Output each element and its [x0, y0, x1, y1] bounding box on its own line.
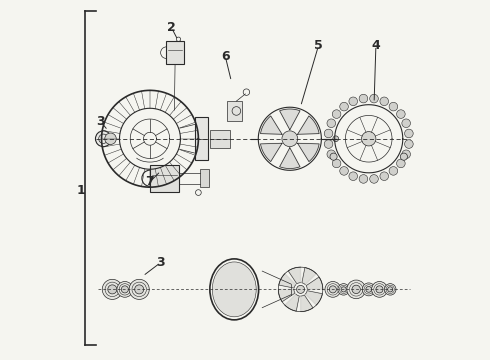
Circle shape [389, 167, 398, 175]
Bar [200, 169, 209, 187]
Polygon shape [297, 116, 319, 134]
Circle shape [282, 131, 298, 147]
Polygon shape [302, 267, 317, 285]
Circle shape [333, 136, 339, 141]
Text: 6: 6 [221, 50, 230, 63]
Circle shape [362, 132, 376, 146]
Circle shape [359, 175, 368, 183]
Circle shape [325, 282, 341, 297]
Circle shape [376, 286, 383, 293]
Polygon shape [305, 291, 322, 305]
Circle shape [135, 285, 144, 294]
Text: 2: 2 [167, 21, 176, 34]
Polygon shape [288, 267, 300, 284]
Polygon shape [297, 143, 319, 162]
Circle shape [332, 110, 341, 118]
Polygon shape [280, 148, 300, 168]
Text: 5: 5 [314, 39, 323, 52]
Circle shape [102, 279, 122, 300]
Bar [150, 165, 179, 192]
Text: 4: 4 [371, 39, 380, 52]
Polygon shape [300, 295, 313, 312]
Bar [167, 41, 184, 64]
Circle shape [122, 286, 128, 293]
Circle shape [324, 129, 333, 138]
Text: 7: 7 [146, 175, 154, 188]
Circle shape [341, 287, 346, 292]
Circle shape [349, 172, 358, 180]
Circle shape [349, 97, 358, 105]
Circle shape [352, 285, 360, 293]
Circle shape [380, 172, 389, 180]
Circle shape [347, 280, 366, 299]
Circle shape [108, 285, 117, 294]
Circle shape [296, 285, 305, 293]
Circle shape [370, 175, 378, 183]
Text: 1: 1 [76, 184, 85, 197]
Circle shape [96, 131, 111, 147]
Circle shape [405, 129, 413, 138]
Circle shape [330, 153, 337, 160]
Circle shape [340, 102, 348, 111]
Text: 3: 3 [97, 116, 105, 129]
Polygon shape [285, 294, 299, 311]
Circle shape [332, 159, 341, 168]
Circle shape [105, 133, 116, 144]
Polygon shape [280, 109, 300, 130]
Text: 3: 3 [156, 256, 165, 269]
Circle shape [388, 287, 393, 292]
Circle shape [366, 287, 371, 292]
Polygon shape [279, 274, 296, 288]
Bar [227, 101, 242, 121]
Circle shape [370, 94, 378, 103]
Circle shape [402, 150, 411, 158]
Circle shape [129, 279, 149, 300]
Circle shape [338, 284, 349, 295]
Polygon shape [278, 289, 295, 302]
Polygon shape [261, 143, 282, 162]
Circle shape [362, 283, 375, 296]
Circle shape [340, 167, 348, 175]
Polygon shape [306, 277, 323, 289]
Polygon shape [261, 116, 282, 134]
Circle shape [324, 140, 333, 148]
Circle shape [405, 140, 413, 148]
Circle shape [359, 94, 368, 103]
Circle shape [327, 150, 336, 158]
Circle shape [396, 159, 405, 168]
Circle shape [329, 286, 337, 293]
Circle shape [389, 102, 398, 111]
Circle shape [402, 119, 411, 127]
Circle shape [327, 119, 336, 127]
Bar [210, 130, 230, 148]
Bar [195, 117, 208, 160]
Circle shape [380, 97, 389, 105]
Circle shape [117, 282, 133, 297]
Ellipse shape [212, 262, 256, 317]
Circle shape [371, 282, 388, 297]
Circle shape [396, 110, 405, 118]
Circle shape [400, 153, 408, 160]
Circle shape [385, 284, 396, 295]
